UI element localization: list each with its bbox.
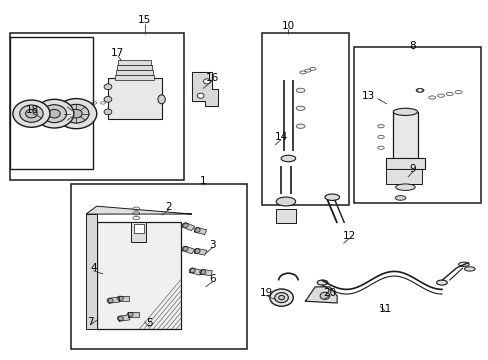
Circle shape xyxy=(70,109,82,118)
Text: 13: 13 xyxy=(362,91,375,101)
Circle shape xyxy=(417,89,422,92)
Circle shape xyxy=(199,270,205,274)
Circle shape xyxy=(104,84,112,90)
Circle shape xyxy=(269,289,293,306)
Polygon shape xyxy=(119,296,129,301)
Text: 16: 16 xyxy=(206,73,219,83)
Bar xyxy=(97,222,181,329)
Circle shape xyxy=(20,105,43,122)
Circle shape xyxy=(56,99,97,129)
Text: 14: 14 xyxy=(274,132,287,142)
Circle shape xyxy=(194,249,200,253)
Text: 6: 6 xyxy=(209,274,216,284)
Circle shape xyxy=(278,296,284,300)
Circle shape xyxy=(48,109,60,118)
Text: 11: 11 xyxy=(379,304,392,314)
Circle shape xyxy=(194,228,200,232)
Ellipse shape xyxy=(395,184,414,190)
Ellipse shape xyxy=(436,280,447,285)
Polygon shape xyxy=(182,222,194,231)
Ellipse shape xyxy=(276,197,295,206)
Ellipse shape xyxy=(415,89,423,92)
Ellipse shape xyxy=(317,280,327,285)
Circle shape xyxy=(197,93,203,98)
Ellipse shape xyxy=(392,158,417,166)
Polygon shape xyxy=(118,315,130,321)
Ellipse shape xyxy=(325,194,339,201)
Polygon shape xyxy=(192,72,217,107)
Circle shape xyxy=(117,316,123,321)
Circle shape xyxy=(203,79,210,84)
Text: 12: 12 xyxy=(342,231,355,240)
Text: 3: 3 xyxy=(209,239,216,249)
Circle shape xyxy=(25,109,37,118)
Bar xyxy=(10,37,93,169)
Bar xyxy=(353,47,480,203)
Circle shape xyxy=(13,100,50,127)
Bar xyxy=(131,222,146,242)
Text: 15: 15 xyxy=(138,15,151,26)
Circle shape xyxy=(189,268,195,273)
Circle shape xyxy=(274,293,288,303)
Circle shape xyxy=(117,296,123,301)
Text: 4: 4 xyxy=(90,263,97,273)
Polygon shape xyxy=(86,214,97,329)
Ellipse shape xyxy=(458,262,468,266)
Text: 2: 2 xyxy=(165,202,172,212)
Circle shape xyxy=(104,109,112,115)
Circle shape xyxy=(107,298,113,303)
Polygon shape xyxy=(194,248,206,255)
Bar xyxy=(71,184,246,348)
Text: 5: 5 xyxy=(146,319,152,328)
Polygon shape xyxy=(108,297,120,303)
Text: 18: 18 xyxy=(26,105,39,115)
Ellipse shape xyxy=(394,195,405,200)
Polygon shape xyxy=(194,227,206,235)
Circle shape xyxy=(42,105,66,123)
Circle shape xyxy=(182,247,188,251)
Text: 7: 7 xyxy=(87,317,94,327)
Ellipse shape xyxy=(392,108,417,116)
Text: 19: 19 xyxy=(259,288,272,298)
Ellipse shape xyxy=(296,106,305,111)
Bar xyxy=(261,33,348,205)
Text: 17: 17 xyxy=(111,48,124,58)
Bar xyxy=(10,33,183,180)
Polygon shape xyxy=(128,312,139,317)
Bar xyxy=(115,75,154,80)
Polygon shape xyxy=(305,287,336,303)
Text: 8: 8 xyxy=(408,41,415,50)
Polygon shape xyxy=(200,269,212,276)
Bar xyxy=(276,209,295,223)
Polygon shape xyxy=(86,206,191,214)
Bar xyxy=(385,158,424,169)
Bar xyxy=(134,224,143,233)
Circle shape xyxy=(182,223,188,228)
Circle shape xyxy=(63,104,89,123)
Circle shape xyxy=(104,96,112,102)
Bar xyxy=(108,78,161,119)
Ellipse shape xyxy=(281,155,295,162)
Circle shape xyxy=(320,292,329,300)
Circle shape xyxy=(127,312,133,317)
Text: 10: 10 xyxy=(281,21,294,31)
Bar xyxy=(117,64,152,69)
Text: 1: 1 xyxy=(199,176,206,186)
Bar xyxy=(385,169,422,184)
Text: 9: 9 xyxy=(408,164,415,174)
Polygon shape xyxy=(189,268,202,275)
Text: 20: 20 xyxy=(323,288,336,298)
Bar xyxy=(392,112,417,162)
Ellipse shape xyxy=(296,88,305,93)
Bar xyxy=(116,69,153,75)
Ellipse shape xyxy=(158,95,165,104)
Ellipse shape xyxy=(464,267,474,271)
Circle shape xyxy=(35,99,74,128)
Bar xyxy=(118,59,151,64)
Polygon shape xyxy=(182,246,194,254)
Ellipse shape xyxy=(296,124,305,129)
